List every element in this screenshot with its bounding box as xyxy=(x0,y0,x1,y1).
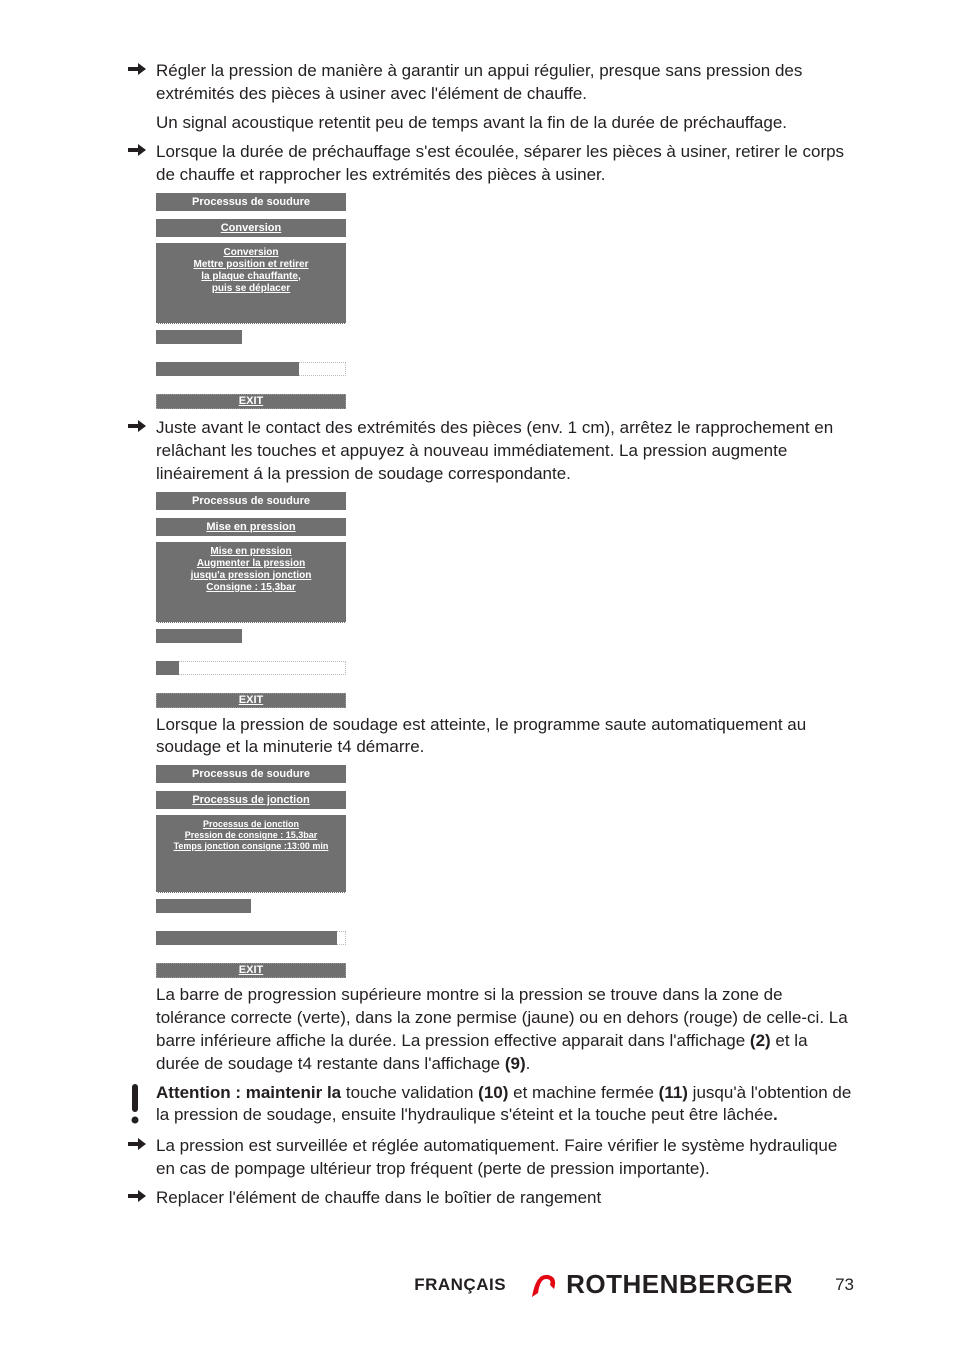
bold-ref: (2) xyxy=(750,1031,771,1050)
screen-message-line: Consigne : 15,3bar xyxy=(158,582,344,594)
screen-title: Processus de soudure xyxy=(156,193,346,211)
page-content: Régler la pression de manière à garantir… xyxy=(0,0,954,1210)
footer-language: FRANÇAIS xyxy=(414,1275,506,1295)
screen-title: Processus de soudure xyxy=(156,492,346,510)
progress-area xyxy=(156,623,346,675)
screen-subtitle: Conversion xyxy=(156,219,346,237)
bold-run: Attention : maintenir la xyxy=(156,1083,341,1102)
exclamation-icon xyxy=(128,1082,156,1124)
screen-message: Conversion Mettre position et retirer la… xyxy=(156,243,346,324)
bullet-text: Régler la pression de manière à garantir… xyxy=(156,60,854,106)
screen-message: Processus de jonction Pression de consig… xyxy=(156,815,346,892)
device-screen-3: Processus de soudure Processus de joncti… xyxy=(156,765,346,977)
screen-title: Processus de soudure xyxy=(156,765,346,783)
progress-track xyxy=(179,661,346,675)
screen-message-line: jusqu'a pression jonction xyxy=(158,570,344,582)
progress-fill xyxy=(156,661,179,675)
warning-item: Attention : maintenir la touche validati… xyxy=(128,1082,854,1128)
bullet-text: Lorsque la durée de préchauffage s'est é… xyxy=(156,141,854,187)
screen-message-line: puis se déplacer xyxy=(158,283,344,295)
bold-ref: (9) xyxy=(505,1054,526,1073)
screen-message-line: Processus de jonction xyxy=(158,819,344,830)
progress-fill xyxy=(156,899,251,913)
bullet-text: Replacer l'élément de chauffe dans le bo… xyxy=(156,1187,854,1210)
screen-subtitle: Processus de jonction xyxy=(156,791,346,809)
progress-area xyxy=(156,893,346,945)
screen-message: Mise en pression Augmenter la pression j… xyxy=(156,542,346,623)
bold-ref: (11) xyxy=(659,1083,688,1102)
progress-bar-1 xyxy=(156,899,346,913)
screen-message-line: Temps jonction consigne :13:00 min xyxy=(158,841,344,852)
bullet-item: Replacer l'élément de chauffe dans le bo… xyxy=(128,1187,854,1210)
arrow-right-icon xyxy=(128,419,156,437)
progress-fill xyxy=(156,362,299,376)
screen-message-line: Pression de consigne : 15,3bar xyxy=(158,830,344,841)
text-run: La barre de progression supérieure montr… xyxy=(156,985,848,1050)
brand-logo: ROTHENBERGER xyxy=(530,1269,793,1300)
screen-message-line: Conversion xyxy=(158,247,344,259)
screen-message-line: Augmenter la pression xyxy=(158,558,344,570)
screen-message-line: Mise en pression xyxy=(158,546,344,558)
bullet-text: La pression est surveillée et réglée aut… xyxy=(156,1135,854,1181)
device-screen-1: Processus de soudure Conversion Conversi… xyxy=(156,193,346,409)
progress-bar-2 xyxy=(156,931,346,945)
progress-bar-2 xyxy=(156,362,346,376)
warning-text: Attention : maintenir la touche validati… xyxy=(156,1082,854,1128)
progress-track xyxy=(337,931,347,945)
paragraph-text: Un signal acoustique retentit peu de tem… xyxy=(156,112,854,135)
progress-track xyxy=(299,362,347,376)
progress-fill xyxy=(156,629,242,643)
bullet-text: Juste avant le contact des extrémités de… xyxy=(156,417,854,486)
progress-fill xyxy=(156,330,242,344)
bullet-item: Régler la pression de manière à garantir… xyxy=(128,60,854,106)
progress-bar-1 xyxy=(156,330,346,344)
bullet-item: La pression est surveillée et réglée aut… xyxy=(128,1135,854,1181)
page-number: 73 xyxy=(835,1275,854,1295)
bullet-item: Juste avant le contact des extrémités de… xyxy=(128,417,854,486)
bold-ref: (10) xyxy=(478,1083,508,1102)
paragraph-text: Lorsque la pression de soudage est attei… xyxy=(156,714,854,760)
progress-bar-1 xyxy=(156,629,346,643)
exit-label: EXIT xyxy=(156,693,346,708)
exit-label: EXIT xyxy=(156,394,346,409)
arrow-right-icon xyxy=(128,62,156,80)
progress-bar-2 xyxy=(156,661,346,675)
progress-fill xyxy=(156,931,337,945)
screen-message-line: Mettre position et retirer xyxy=(158,259,344,271)
paragraph-text: La barre de progression supérieure montr… xyxy=(156,984,854,1076)
text-run: touche validation xyxy=(341,1083,478,1102)
text-run: et machine fermée xyxy=(508,1083,658,1102)
screen-message-line: la plaque chauffante, xyxy=(158,271,344,283)
bold-dot: . xyxy=(773,1105,778,1124)
text-run: . xyxy=(526,1054,531,1073)
bullet-item: Lorsque la durée de préchauffage s'est é… xyxy=(128,141,854,187)
device-screen-2: Processus de soudure Mise en pression Mi… xyxy=(156,492,346,708)
arrow-right-icon xyxy=(128,143,156,161)
arrow-right-icon xyxy=(128,1137,156,1155)
brand-name: ROTHENBERGER xyxy=(566,1269,793,1300)
screen-subtitle: Mise en pression xyxy=(156,518,346,536)
arrow-right-icon xyxy=(128,1189,156,1207)
logo-mark-icon xyxy=(530,1271,560,1299)
exit-label: EXIT xyxy=(156,963,346,978)
progress-area xyxy=(156,324,346,376)
page-footer: FRANÇAIS ROTHENBERGER 73 xyxy=(0,1269,954,1300)
